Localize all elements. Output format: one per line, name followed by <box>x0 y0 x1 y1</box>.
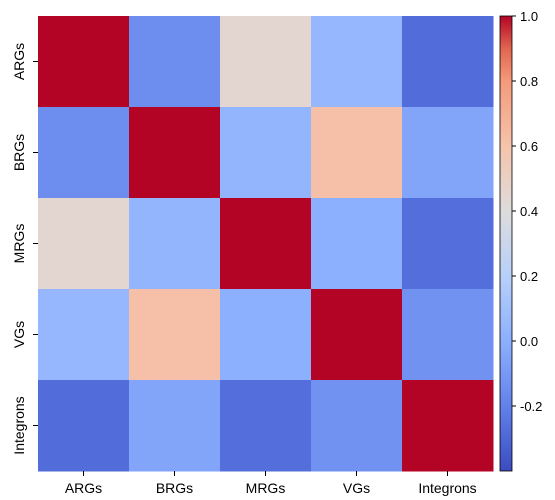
heatmap-cell-vgs-integrons <box>402 289 494 381</box>
heatmap-cell-brgs-args <box>38 107 130 199</box>
heatmap-cell-brgs-mrgs <box>220 107 312 199</box>
y-tick-label: MRGs <box>11 224 27 264</box>
heatmap-cell-mrgs-brgs <box>129 198 221 290</box>
heatmap-cell-vgs-args <box>38 289 130 381</box>
heatmap-cell-brgs-integrons <box>402 107 494 199</box>
y-tick-label: Integrons <box>11 396 27 454</box>
heatmap-cell-mrgs-vgs <box>311 198 403 290</box>
heatmap-cells <box>38 16 494 472</box>
x-tick-label: VGs <box>343 480 370 496</box>
heatmap-cell-integrons-mrgs <box>220 380 312 472</box>
colorbar-tick-label: 0.6 <box>520 139 538 154</box>
y-tick-label: BRGs <box>11 134 27 171</box>
colorbar-tick-label: 1.0 <box>520 9 538 24</box>
heatmap-cell-args-args <box>38 16 130 108</box>
heatmap-cell-args-brgs <box>129 16 221 108</box>
x-axis: ARGs BRGs MRGs VGs Integrons <box>65 471 477 496</box>
heatmap-cell-integrons-brgs <box>129 380 221 472</box>
colorbar-gradient <box>500 16 512 471</box>
heatmap-cell-mrgs-mrgs <box>220 198 312 290</box>
heatmap-cell-args-mrgs <box>220 16 312 108</box>
y-tick-label: VGs <box>11 321 27 348</box>
heatmap-cell-vgs-vgs <box>311 289 403 381</box>
y-axis: ARGs BRGs MRGs VGs Integrons <box>11 43 38 455</box>
colorbar-tick-label: 0.2 <box>520 269 538 284</box>
heatmap-cell-integrons-vgs <box>311 380 403 472</box>
x-tick-label: Integrons <box>418 480 476 496</box>
colorbar: -0.2 0.0 0.2 0.4 0.6 0.8 1.0 <box>500 9 542 471</box>
heatmap-cell-args-vgs <box>311 16 403 108</box>
heatmap-cell-mrgs-integrons <box>402 198 494 290</box>
heatmap-cell-integrons-args <box>38 380 130 472</box>
y-tick-label: ARGs <box>11 43 27 80</box>
x-tick-label: MRGs <box>246 480 286 496</box>
heatmap-cell-integrons-integrons <box>402 380 494 472</box>
x-tick-label: BRGs <box>156 480 193 496</box>
heatmap-cell-mrgs-args <box>38 198 130 290</box>
heatmap-cell-brgs-brgs <box>129 107 221 199</box>
colorbar-tick-label: 0.4 <box>520 204 538 219</box>
colorbar-tick-label: -0.2 <box>520 399 542 414</box>
colorbar-tick-label: 0.8 <box>520 74 538 89</box>
heatmap-cell-args-integrons <box>402 16 494 108</box>
heatmap-cell-brgs-vgs <box>311 107 403 199</box>
heatmap-cell-vgs-mrgs <box>220 289 312 381</box>
colorbar-tick-label: 0.0 <box>520 334 538 349</box>
heatmap-cell-vgs-brgs <box>129 289 221 381</box>
x-tick-label: ARGs <box>65 480 102 496</box>
